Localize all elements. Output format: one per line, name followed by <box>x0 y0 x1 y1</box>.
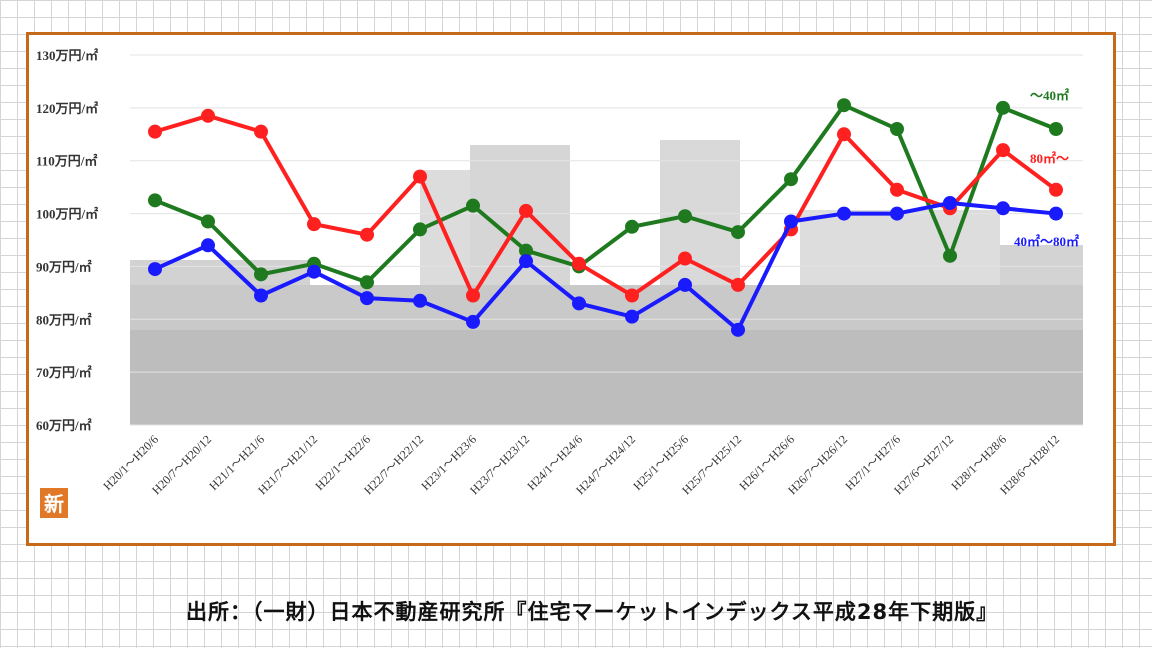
data-point <box>625 219 639 234</box>
data-point <box>784 214 798 229</box>
data-point <box>890 182 904 197</box>
data-point <box>201 214 215 229</box>
data-point <box>678 277 692 292</box>
series-line <box>154 201 1057 332</box>
data-point <box>519 243 533 258</box>
data-point <box>466 288 480 303</box>
data-point <box>413 169 427 184</box>
data-point <box>254 267 268 282</box>
y-tick-label: 80万円/㎡ <box>36 312 92 327</box>
data-point <box>466 198 480 213</box>
y-tick-label: 90万円/㎡ <box>36 259 92 274</box>
data-point <box>625 288 639 303</box>
data-point <box>731 225 745 240</box>
data-point <box>837 98 851 113</box>
data-point <box>307 217 321 232</box>
data-point <box>943 196 957 210</box>
data-point <box>519 203 533 218</box>
data-point <box>360 275 374 290</box>
data-point <box>996 143 1010 158</box>
y-tick-label: 130万円/㎡ <box>36 48 98 63</box>
data-point <box>784 172 798 187</box>
data-point <box>413 222 427 237</box>
data-point <box>996 100 1010 115</box>
data-point <box>678 209 692 224</box>
data-point <box>519 254 533 269</box>
y-tick-label: 120万円/㎡ <box>36 101 98 116</box>
data-point <box>360 227 374 242</box>
series-label: 80㎡～ <box>1030 151 1069 166</box>
data-point <box>572 296 586 311</box>
data-point <box>466 314 480 329</box>
data-point <box>572 256 586 271</box>
new-badge-text: 新 <box>44 492 64 516</box>
data-point <box>1049 122 1063 136</box>
data-point <box>1049 206 1063 221</box>
data-point <box>996 201 1010 216</box>
series-label: 40㎡～80㎡ <box>1014 234 1079 249</box>
y-tick-label: 110万円/㎡ <box>36 154 97 169</box>
data-point <box>731 277 745 292</box>
y-tick-label: 60万円/㎡ <box>36 418 92 433</box>
data-point <box>254 288 268 303</box>
data-point <box>148 193 162 208</box>
data-point <box>837 127 851 142</box>
data-point <box>837 206 851 221</box>
data-point <box>254 124 268 139</box>
data-point <box>890 122 904 136</box>
data-point <box>890 206 904 221</box>
y-tick-label: 100万円/㎡ <box>36 207 98 222</box>
data-point <box>148 262 162 277</box>
series-line <box>154 103 1057 285</box>
series-label: ～40㎡ <box>1030 88 1069 103</box>
data-point <box>201 108 215 123</box>
data-point <box>731 322 745 337</box>
data-point <box>360 291 374 306</box>
data-point <box>625 309 639 324</box>
y-tick-label: 70万円/㎡ <box>36 365 92 380</box>
data-point <box>678 251 692 266</box>
data-point <box>201 238 215 253</box>
data-point <box>148 124 162 139</box>
source-caption: 出所：（一財）日本不動産研究所『住宅マーケットインデックス平成28年下期版』 <box>186 600 999 624</box>
series-line <box>154 113 1058 298</box>
data-point <box>943 248 957 263</box>
data-point <box>307 264 321 279</box>
data-point <box>1049 182 1063 197</box>
new-badge <box>40 488 68 518</box>
data-point <box>413 293 427 308</box>
